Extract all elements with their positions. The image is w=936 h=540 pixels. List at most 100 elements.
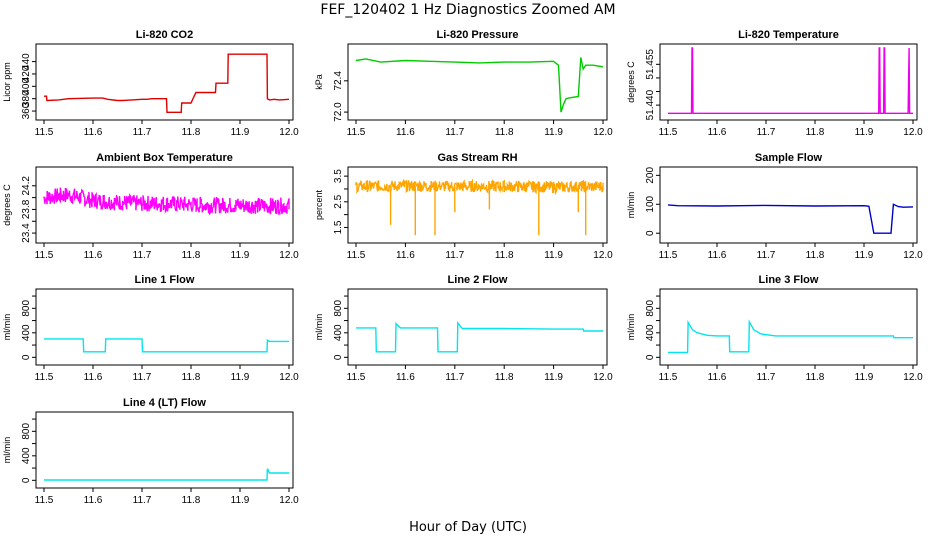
- plot-frame: [347, 166, 608, 244]
- x-tick-label: 12.0: [903, 250, 923, 261]
- x-tick-label: 11.9: [544, 127, 563, 138]
- x-tick-label: 11.5: [347, 127, 366, 138]
- x-tick-label: 11.8: [182, 495, 201, 506]
- panel-title: Gas Stream RH: [437, 152, 517, 164]
- x-tick-label: 11.8: [495, 127, 514, 138]
- chart-panel-9: Line 3 Flow 11.5 11.6 11.7 11.8 11.9 12.0 0 400 8…: [626, 274, 923, 383]
- plot-frame: [35, 411, 294, 489]
- y-tick-label: 51.455: [645, 49, 656, 80]
- y-axis-label: ml/min: [626, 192, 636, 219]
- y-tick-label: 1.5: [333, 220, 344, 234]
- y-tick-label: 200: [645, 167, 656, 184]
- x-tick-label: 11.6: [396, 127, 415, 138]
- y-tick-label: 400: [21, 447, 32, 464]
- x-tick-label: 12.0: [903, 127, 923, 138]
- x-tick-label: 11.9: [544, 372, 563, 383]
- x-tick-label: 11.5: [35, 495, 54, 506]
- x-tick-label: 11.5: [347, 250, 366, 261]
- x-tick-label: 11.9: [855, 250, 874, 261]
- y-axis-label: Licor ppm: [2, 62, 12, 102]
- x-tick-label: 12.0: [279, 250, 299, 261]
- chart-panel-6: Sample Flow 11.5 11.6 11.7 11.8 11.9 12.0 0 100 2…: [626, 152, 923, 261]
- series-line: [355, 178, 604, 236]
- x-tick-label: 11.6: [708, 127, 727, 138]
- x-tick-label: 12.0: [279, 372, 299, 383]
- x-tick-label: 11.6: [84, 127, 103, 138]
- series-line: [43, 187, 290, 216]
- y-tick-label: 0: [645, 354, 656, 360]
- chart-panel-7: Line 1 Flow 11.5 11.6 11.7 11.8 11.9 12.0 0 400 8…: [2, 274, 299, 383]
- x-tick-label: 12.0: [903, 372, 923, 383]
- chart-panel-1: Li-820 CO2 11.5 11.6 11.7 11.8 11.9 12.0 360380…: [2, 29, 299, 138]
- panel-title: Line 2 Flow: [448, 274, 508, 286]
- x-tick-label: 11.5: [659, 372, 678, 383]
- y-tick-label: 72.0: [333, 102, 344, 122]
- series-line: [668, 47, 913, 114]
- x-tick-label: 11.8: [806, 127, 825, 138]
- x-tick-label: 11.6: [396, 250, 415, 261]
- x-tick-label: 11.9: [544, 250, 563, 261]
- x-tick-label: 11.9: [855, 127, 874, 138]
- y-tick-label: 800: [645, 300, 656, 317]
- x-tick-label: 11.9: [231, 495, 250, 506]
- y-axis-label: percent: [314, 189, 324, 220]
- y-tick-label: 380: [21, 90, 32, 107]
- plot-frame: [35, 166, 294, 244]
- panel-title: Sample Flow: [755, 152, 823, 164]
- x-tick-label: 11.8: [495, 372, 514, 383]
- x-tick-label: 11.5: [35, 372, 54, 383]
- panel-title: Ambient Box Temperature: [96, 152, 233, 164]
- y-tick-label: 23.4: [21, 223, 32, 243]
- y-tick-label: 0: [645, 230, 656, 236]
- panel-title: Line 1 Flow: [135, 274, 195, 286]
- y-tick-label: 400: [333, 324, 344, 341]
- x-tick-label: 11.8: [182, 372, 201, 383]
- panel-title: Li-820 Temperature: [738, 29, 839, 41]
- y-axis-label: degrees C: [626, 61, 636, 103]
- chart-panel-4: Ambient Box Temperature 11.5 11.6 11.7 11.8 1…: [2, 152, 299, 261]
- x-tick-label: 12.0: [593, 250, 613, 261]
- y-tick-label: 440: [21, 53, 32, 70]
- x-tick-label: 11.6: [84, 250, 103, 261]
- y-tick-label: 400: [645, 324, 656, 341]
- x-tick-label: 11.5: [659, 127, 678, 138]
- x-tick-label: 11.8: [182, 250, 201, 261]
- x-tick-label: 11.9: [231, 372, 250, 383]
- y-axis-label: ml/min: [626, 314, 636, 341]
- x-tick-label: 11.5: [347, 372, 366, 383]
- y-tick-label: 0: [21, 477, 32, 483]
- series-line: [44, 338, 289, 353]
- y-tick-label: 800: [333, 300, 344, 317]
- plot-frame: [347, 43, 608, 121]
- y-tick-label: 2.5: [333, 194, 344, 208]
- x-tick-label: 12.0: [593, 127, 613, 138]
- x-tick-label: 11.5: [659, 250, 678, 261]
- x-tick-label: 11.7: [757, 127, 776, 138]
- x-tick-label: 11.8: [806, 250, 825, 261]
- x-tick-label: 11.9: [231, 250, 250, 261]
- x-tick-label: 11.7: [133, 127, 152, 138]
- x-tick-label: 12.0: [593, 372, 613, 383]
- y-tick-label: 51.440: [645, 89, 656, 120]
- series-line: [668, 319, 913, 354]
- y-tick-label: 420: [21, 65, 32, 82]
- panel-title: Line 4 (LT) Flow: [123, 397, 206, 409]
- chart-panel-2: Li-820 Pressure 11.5 11.6 11.7 11.8 11.9 12.0 7…: [314, 29, 613, 138]
- x-tick-label: 11.8: [806, 372, 825, 383]
- figure-x-axis-label: Hour of Day (UTC): [409, 520, 527, 535]
- y-axis-label: ml/min: [2, 437, 12, 464]
- y-tick-label: 23.8: [21, 199, 32, 219]
- y-tick-label: 100: [645, 195, 656, 212]
- x-tick-label: 11.6: [84, 495, 103, 506]
- y-tick-label: 0: [333, 354, 344, 360]
- y-axis-label: ml/min: [314, 314, 324, 341]
- plot-frame: [659, 288, 918, 366]
- x-tick-label: 12.0: [279, 495, 299, 506]
- series-line: [355, 57, 604, 113]
- plot-frame: [347, 288, 608, 366]
- x-tick-label: 11.7: [133, 495, 152, 506]
- series-line: [44, 53, 290, 113]
- panels-container: Li-820 CO2 11.5 11.6 11.7 11.8 11.9 12.0 360380…: [2, 29, 923, 506]
- y-tick-label: 3.5: [333, 169, 344, 183]
